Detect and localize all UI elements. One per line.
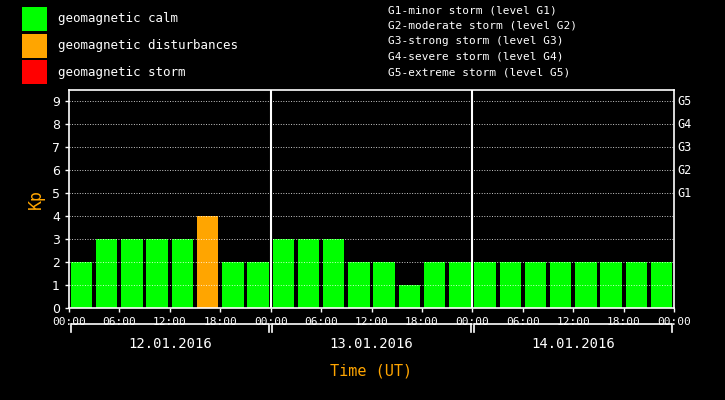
Text: G2-moderate storm (level G2): G2-moderate storm (level G2) <box>388 21 577 31</box>
Bar <box>575 262 597 308</box>
Bar <box>550 262 571 308</box>
Bar <box>525 262 546 308</box>
Bar <box>651 262 672 308</box>
FancyBboxPatch shape <box>22 7 47 31</box>
Text: 12.01.2016: 12.01.2016 <box>128 338 212 352</box>
Bar <box>474 262 496 308</box>
Bar <box>273 239 294 308</box>
Text: G3-strong storm (level G3): G3-strong storm (level G3) <box>388 36 563 46</box>
Bar <box>247 262 269 308</box>
Y-axis label: Kp: Kp <box>27 189 45 209</box>
Text: geomagnetic storm: geomagnetic storm <box>58 66 186 79</box>
Bar <box>600 262 622 308</box>
Bar <box>500 262 521 308</box>
Bar <box>197 216 218 308</box>
Text: Time (UT): Time (UT) <box>331 364 413 379</box>
Bar <box>373 262 395 308</box>
Bar <box>172 239 193 308</box>
Text: G5: G5 <box>677 95 692 108</box>
Bar <box>298 239 319 308</box>
Text: G1: G1 <box>677 187 692 200</box>
Bar <box>424 262 445 308</box>
Bar <box>449 262 471 308</box>
Text: geomagnetic calm: geomagnetic calm <box>58 12 178 26</box>
Bar <box>399 285 420 308</box>
Bar <box>121 239 143 308</box>
Bar <box>222 262 244 308</box>
Text: G3: G3 <box>677 141 692 154</box>
Text: 13.01.2016: 13.01.2016 <box>330 338 413 352</box>
Bar <box>96 239 117 308</box>
Bar <box>348 262 370 308</box>
FancyBboxPatch shape <box>22 34 47 58</box>
Bar <box>626 262 647 308</box>
Text: G4-severe storm (level G4): G4-severe storm (level G4) <box>388 52 563 62</box>
Bar <box>323 239 344 308</box>
Text: G2: G2 <box>677 164 692 177</box>
Bar <box>146 239 168 308</box>
FancyBboxPatch shape <box>22 60 47 84</box>
Text: G4: G4 <box>677 118 692 131</box>
Text: G1-minor storm (level G1): G1-minor storm (level G1) <box>388 5 557 15</box>
Bar <box>71 262 92 308</box>
Text: geomagnetic disturbances: geomagnetic disturbances <box>58 39 238 52</box>
Text: 14.01.2016: 14.01.2016 <box>531 338 616 352</box>
Text: G5-extreme storm (level G5): G5-extreme storm (level G5) <box>388 67 570 77</box>
